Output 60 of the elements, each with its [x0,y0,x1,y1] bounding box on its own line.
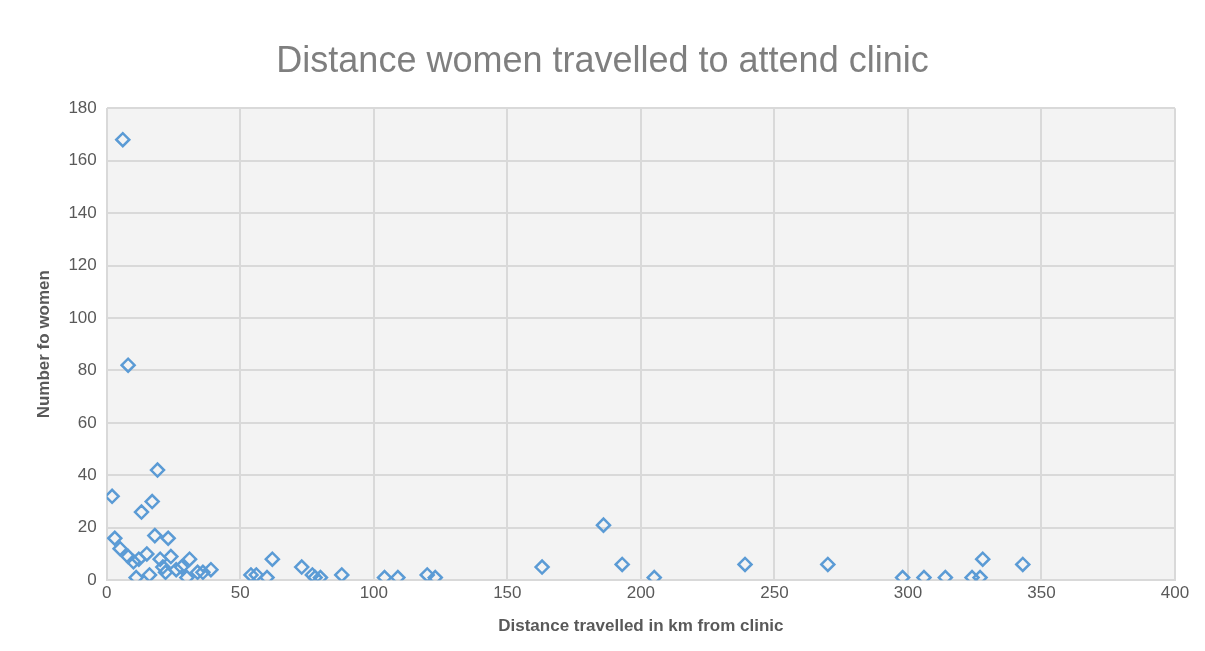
point [534,559,550,575]
point [141,567,158,581]
point [419,567,435,581]
x-tick-label: 350 [1027,583,1056,603]
y-tick-label: 80 [77,360,97,380]
point [1015,556,1031,573]
point [614,556,630,573]
point [974,551,991,567]
point [107,530,123,546]
point [737,556,753,573]
point [189,564,206,581]
point [149,462,166,478]
point [120,548,136,565]
y-tick-label: 120 [68,255,97,275]
point [243,567,259,581]
x-tick-label: 200 [626,583,656,603]
point [248,567,265,581]
point [125,554,142,570]
x-axis-title: Distance travelled in km from clinic [498,616,784,636]
y-tick-label: 100 [68,307,97,327]
y-tick-label: 140 [68,202,97,222]
y-tick-label: 60 [77,412,97,432]
x-tick-label: 0 [102,583,112,603]
point [147,527,163,544]
point [160,530,176,546]
point [163,548,179,565]
x-tick-label: 150 [493,583,522,603]
point [120,357,136,373]
x-tick-label: 100 [359,583,389,603]
point [112,540,128,557]
point [139,546,155,562]
point [133,504,150,520]
y-tick-label: 180 [68,97,97,117]
point [195,564,211,581]
point [203,561,219,578]
point [173,559,190,575]
point [144,493,160,510]
point [181,551,198,567]
point [155,559,171,575]
point [115,131,131,148]
point [264,551,281,567]
chart-title: Distance women travelled to attend clinic [276,38,929,80]
point [168,561,184,578]
point [131,551,147,567]
point [106,488,120,505]
point [334,567,350,581]
point [157,564,174,581]
point [152,551,168,567]
x-tick-label: 300 [893,583,923,603]
y-tick-label: 20 [77,517,97,537]
y-axis-title: Number fo women [33,270,53,419]
x-tick-label: 400 [1160,583,1190,603]
y-tick-label: 0 [87,569,97,589]
point [293,559,310,575]
point [820,556,836,573]
x-tick-label: 250 [760,583,789,603]
y-tick-label: 160 [68,150,97,170]
point [595,517,612,533]
y-tick-label: 40 [77,465,97,484]
x-tick-label: 50 [230,583,250,603]
